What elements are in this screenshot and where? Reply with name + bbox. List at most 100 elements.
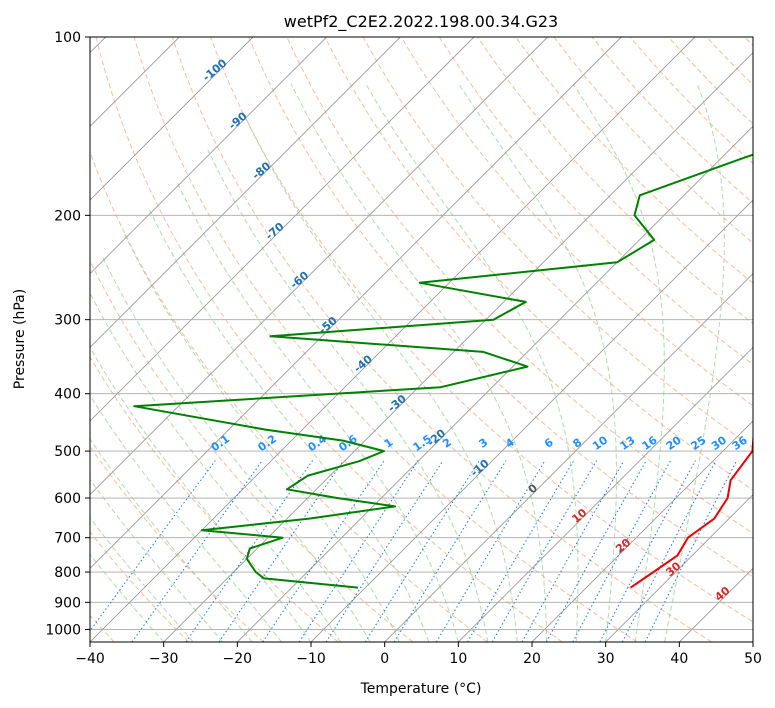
isotherm-line (384, 273, 753, 642)
x-axis-label: Temperature (°C) (360, 681, 482, 697)
dry-adiabats (90, 37, 753, 642)
y-axis-label: Pressure (hPa) (12, 289, 28, 389)
mixing-ratio-line (325, 460, 444, 642)
mixing-ratio-line (90, 460, 216, 632)
y-tick-label: 100 (54, 30, 81, 46)
x-tick-label: 0 (380, 651, 389, 667)
dry-adiabat-label: -70 (263, 220, 287, 243)
dry-adiabat-label: -30 (385, 392, 409, 415)
moist-adiabat-line (207, 149, 489, 642)
moist-adiabat-line (458, 83, 617, 642)
dry-adiabat-line (90, 150, 488, 642)
moist-adiabat-line (176, 180, 459, 642)
isotherm-line (310, 199, 753, 642)
moist-adiabat-line (90, 516, 194, 642)
plot-frame (89, 36, 754, 643)
dry-adiabat-line (362, 37, 753, 449)
mixing-ratio-lines (90, 460, 738, 642)
moist-adiabat-line (572, 83, 665, 642)
y-tick-label: 600 (54, 491, 81, 507)
dry-adiabat-line (515, 37, 753, 284)
x-axis-ticks: −40 −30 −20 −10 0 10 20 30 40 50 (75, 642, 762, 667)
y-tick-label: 500 (54, 444, 81, 460)
isotherm-line (90, 37, 548, 496)
dry-adiabat-line (553, 37, 753, 244)
mixing-ratio-label: 20 (664, 433, 684, 453)
mixing-ratio-line (262, 460, 385, 642)
dry-adiabat-label: 10 (569, 506, 589, 526)
mixing-ratio-line (131, 460, 263, 642)
moist-adiabat-line (90, 478, 223, 642)
dry-adiabat-line (438, 37, 753, 365)
mixing-ratio-label: 16 (640, 433, 660, 453)
isobars (90, 37, 753, 630)
dewpoint-profile-line (133, 153, 753, 589)
dry-adiabat-label: -60 (288, 269, 312, 292)
mixing-ratio-line (393, 460, 507, 642)
moist-adiabat-line (102, 256, 371, 642)
x-tick-label: 50 (744, 651, 762, 667)
isotherm-line (90, 37, 254, 201)
mixing-ratio-line (298, 460, 419, 642)
isotherm-line (531, 420, 753, 642)
x-tick-label: −30 (149, 651, 179, 667)
y-tick-label: 900 (54, 595, 81, 611)
moist-adiabat-line (90, 346, 312, 642)
x-tick-label: 20 (523, 651, 541, 667)
isotherm-line (90, 37, 696, 642)
y-tick-label: 800 (54, 565, 81, 581)
dry-adiabat-label: 20 (613, 536, 633, 556)
mixing-ratio-label: 25 (688, 434, 708, 453)
dry-adiabat-label: -100 (200, 56, 230, 84)
dry-adiabat-line (324, 37, 753, 491)
x-tick-label: 40 (670, 651, 688, 667)
dry-adiabat-line (668, 37, 753, 125)
moist-adiabat-line (148, 208, 430, 642)
mixing-ratio-label: 1 (382, 436, 396, 451)
y-tick-label: 400 (54, 387, 81, 403)
x-tick-label: 10 (449, 651, 467, 667)
x-tick-label: −20 (223, 651, 253, 667)
moist-adiabat-line (243, 113, 518, 642)
mixing-ratio-label: 13 (617, 434, 637, 453)
isotherm-line (752, 641, 753, 642)
moist-adiabat-line (365, 83, 579, 642)
y-tick-label: 300 (54, 313, 81, 329)
dry-adiabat-line (706, 37, 753, 86)
mixing-ratio-label: 3 (477, 436, 491, 451)
mixing-ratio-line (491, 460, 598, 642)
dry-adiabat-line (248, 37, 753, 578)
profile-series (133, 153, 753, 589)
x-tick-label: −10 (296, 651, 326, 667)
mixing-ratio-label: 8 (571, 436, 585, 451)
dry-adiabat-line (90, 259, 414, 642)
dry-adiabat-line (133, 37, 638, 642)
mixing-ratio-line (218, 460, 344, 642)
moist-adiabat-line (90, 292, 341, 642)
mixing-ratio-line (467, 460, 575, 642)
isotherms (90, 37, 753, 642)
mixing-ratio-line (521, 460, 625, 642)
dry-adiabat-line (477, 37, 753, 325)
y-axis-ticks: 100 200 300 400 500 600 700 800 900 1000 (45, 30, 90, 638)
mixing-ratio-line (364, 460, 480, 642)
moist-adiabat-line (124, 233, 400, 642)
mixing-ratio-line (545, 460, 647, 642)
mixing-ratio-label: 36 (730, 433, 750, 453)
dry-adiabat-line (744, 37, 753, 47)
mixing-ratio-line (435, 460, 546, 642)
dry-adiabat-line (95, 37, 563, 642)
isotherm-line (90, 37, 401, 348)
y-tick-label: 200 (54, 208, 81, 224)
isotherm-line (90, 37, 327, 275)
dry-adiabat-line (90, 531, 190, 642)
moist-adiabat-line (90, 394, 282, 642)
moist-adiabat-line (90, 438, 253, 642)
dry-adiabat-line (286, 37, 753, 534)
dry-adiabat-line (171, 37, 712, 642)
dry-adiabat-line (90, 445, 264, 642)
moist-adiabat-line (290, 83, 548, 642)
mixing-ratio-label: 10 (590, 433, 610, 453)
dry-adiabat-label: -10 (468, 457, 492, 480)
